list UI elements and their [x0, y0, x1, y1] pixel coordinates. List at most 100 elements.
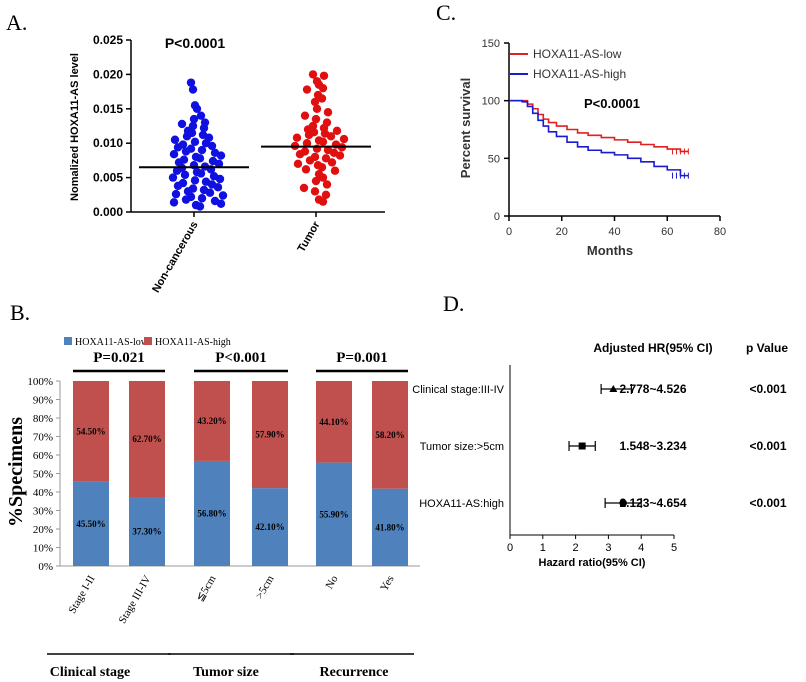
- panel-a-dot: [214, 159, 224, 169]
- panel-c-ytick-label: 0: [494, 211, 500, 223]
- panel-b-label-low: 55.90%: [319, 509, 348, 519]
- panel-d-xtick-label: 2: [573, 542, 579, 554]
- panel-a-dot: [318, 197, 328, 206]
- panel-a-dot: [311, 176, 321, 186]
- panel-a-dot: [215, 174, 225, 184]
- panel-b-ytick-label: 50%: [33, 469, 53, 481]
- panel-a-dot: [305, 156, 315, 165]
- panel-d-pvalue: <0.001: [749, 496, 786, 510]
- panel-d-xtick-label: 3: [605, 542, 611, 554]
- panel-a-dot: [216, 151, 226, 160]
- panel-b-bar-high: [73, 381, 109, 482]
- panel-label-b: B.: [10, 300, 30, 325]
- panel-c-km-plot: Percent survival Months P<0.0001 0 50 100 1…: [458, 38, 726, 258]
- panel-d-xtick-label: 5: [671, 542, 677, 554]
- panel-c-xtick-label: 0: [506, 226, 512, 238]
- panel-d-ci-text: 2.778~4.526: [619, 382, 686, 396]
- panel-a-dot: [195, 154, 205, 163]
- panel-a-dot: [319, 71, 329, 80]
- panel-b-ytick-label: 30%: [33, 506, 53, 518]
- panel-b-bar-high: [372, 381, 408, 489]
- panel-b-label-high: 54.50%: [76, 426, 105, 436]
- panel-b-label-high: 43.20%: [197, 416, 226, 426]
- panel-a-dot: [207, 141, 217, 151]
- panel-b-category-label: No: [323, 573, 340, 591]
- panel-a-dot: [188, 85, 198, 94]
- panel-a-dot: [181, 147, 191, 156]
- panel-b-group-name: Tumor size: [193, 665, 259, 680]
- panel-a-dot: [321, 190, 331, 199]
- legend-swatch-low: [64, 337, 72, 345]
- panel-b-bar-low: [129, 496, 165, 566]
- panel-a-dot: [301, 165, 311, 174]
- panel-a-dot: [311, 114, 321, 124]
- panel-a-dot: [292, 133, 302, 142]
- panel-b-bar-low: [73, 481, 109, 566]
- legend-label-high: HOXA11-AS-high: [533, 67, 626, 81]
- panel-a-dot: [218, 191, 228, 200]
- panel-a-dot: [199, 123, 209, 133]
- panel-a-dot: [205, 188, 215, 197]
- panel-a-scatter: P<0.0001 Nomalized HOXA11-AS level 0.000…: [69, 33, 385, 295]
- panel-b-bar-high: [194, 381, 230, 461]
- panel-d-forest-plot: Adjusted HR(95% CI) p Value Hazard ratio…: [412, 341, 788, 569]
- panel-c-legend: HOXA11-AS-low HOXA11-AS-high: [510, 47, 626, 81]
- panel-c-ytick-label: 100: [482, 96, 500, 108]
- panel-d-header-hr: Adjusted HR(95% CI): [593, 341, 712, 355]
- panel-b-ytick-label: 40%: [33, 487, 53, 499]
- panel-a-dot: [172, 166, 182, 175]
- panel-a-dot: [190, 176, 200, 185]
- panel-b-category-label: Stage I-II: [66, 573, 97, 616]
- panel-a-ytick-label: 0.000: [93, 205, 123, 219]
- panel-a-dot: [173, 181, 183, 191]
- panel-a-dot: [312, 104, 322, 114]
- panel-b-label-high: 62.70%: [132, 434, 161, 444]
- panel-b-ytick-label: 70%: [33, 432, 53, 444]
- panel-c-survival-curve: [509, 99, 689, 153]
- panel-c-xtick-label: 60: [661, 226, 673, 238]
- panel-d-pvalue: <0.001: [749, 439, 786, 453]
- panel-a-dot: [196, 169, 206, 178]
- panel-a-dot: [323, 108, 333, 117]
- panel-b-ytick-label: 0%: [38, 561, 53, 573]
- panel-b-group-name: Recurrence: [320, 665, 389, 680]
- panel-b-ytick-label: 90%: [33, 395, 53, 407]
- panel-a-dot: [300, 111, 310, 120]
- panel-b-group-pvalue: P<0.001: [215, 350, 266, 366]
- panel-c-ylabel: Percent survival: [458, 78, 473, 178]
- panel-d-row-label: Tumor size:>5cm: [420, 441, 504, 453]
- panel-label-c: C.: [436, 0, 456, 25]
- panel-a-dot: [190, 137, 200, 147]
- panel-a-dot: [302, 139, 312, 148]
- panel-c-ytick-label: 50: [488, 153, 500, 165]
- panel-b-bar-high: [252, 381, 288, 489]
- panel-b-label-low: 45.50%: [76, 519, 105, 529]
- panel-b-bar-high: [316, 381, 352, 463]
- panel-a-ylabel: Nomalized HOXA11-AS level: [69, 53, 81, 201]
- panel-c-xtick-label: 20: [556, 226, 568, 238]
- panel-a-dot: [318, 173, 328, 182]
- panel-c-pvalue: P<0.0001: [584, 96, 640, 111]
- panel-b-category-label: Yes: [378, 574, 396, 594]
- legend-label-b-high: HOXA11-AS-high: [155, 337, 231, 348]
- panel-a-dot: [192, 104, 202, 114]
- panel-a-dot: [196, 111, 206, 120]
- panel-a-dot: [173, 143, 183, 152]
- panel-a-dot: [317, 163, 327, 172]
- panel-d-row-label: HOXA11-AS:high: [419, 498, 504, 510]
- panel-a-dot: [327, 158, 337, 167]
- panel-b-category-label: >5cm: [254, 573, 277, 601]
- panel-b-stacked-bars: HOXA11-AS-low HOXA11-AS-high %Specimens …: [5, 337, 420, 680]
- panel-b-group-pvalue: P=0.001: [336, 350, 387, 366]
- panel-b-group-name: Clinical stage: [50, 665, 131, 680]
- panel-d-xlabel: Hazard ratio(95% CI): [539, 557, 646, 569]
- panel-c-xlabel: Months: [587, 243, 633, 258]
- panel-label-a: A.: [6, 10, 27, 35]
- panel-d-xtick-label: 1: [540, 542, 546, 554]
- panel-a-dot: [186, 78, 196, 87]
- panel-b-ylabel: %Specimens: [5, 417, 27, 527]
- panel-a-dot: [295, 150, 305, 159]
- panel-a-dot: [322, 180, 332, 189]
- panel-b-label-low: 56.80%: [197, 508, 226, 518]
